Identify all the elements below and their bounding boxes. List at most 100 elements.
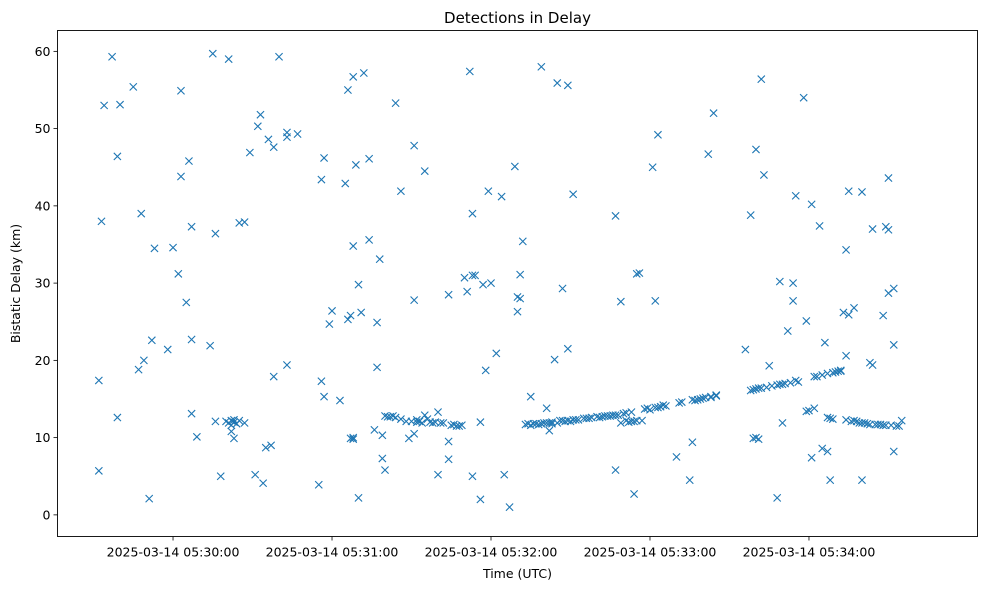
data-point: [879, 421, 888, 430]
data-point: [897, 416, 906, 425]
data-point: [616, 418, 625, 427]
data-point: [349, 433, 358, 442]
data-point: [516, 294, 525, 303]
data-point: [802, 316, 811, 325]
data-point: [375, 255, 384, 264]
data-point: [860, 418, 869, 427]
data-point: [479, 280, 488, 289]
data-point: [328, 306, 337, 315]
data-point: [513, 293, 522, 302]
data-point: [826, 476, 835, 485]
data-point: [850, 303, 859, 312]
data-point: [139, 356, 148, 365]
data-point: [807, 200, 816, 209]
data-point: [357, 308, 366, 317]
data-point: [282, 133, 291, 142]
data-point: [108, 52, 117, 61]
data-point: [373, 318, 382, 327]
data-point: [863, 419, 872, 428]
data-point: [789, 296, 798, 305]
data-point: [418, 418, 427, 427]
data-point: [563, 344, 572, 353]
data-point: [378, 431, 387, 440]
data-point: [826, 414, 835, 423]
data-point: [757, 75, 766, 84]
data-point: [253, 122, 262, 131]
data-point: [184, 157, 193, 166]
data-point: [653, 403, 662, 412]
data-point: [492, 349, 501, 358]
data-point: [354, 280, 363, 289]
data-point: [802, 407, 811, 416]
y-tick-label: 0: [43, 507, 51, 522]
data-point: [659, 401, 668, 410]
data-point: [834, 367, 843, 376]
data-point: [804, 406, 813, 415]
x-tick-label: 2025-03-14 05:30:00: [107, 545, 240, 560]
data-point: [786, 378, 795, 387]
x-tick-label: 2025-03-14 05:32:00: [425, 545, 558, 560]
data-point: [505, 503, 514, 512]
data-point: [611, 466, 620, 475]
y-tick-label: 60: [35, 44, 51, 59]
data-point: [632, 269, 641, 278]
data-point: [370, 425, 379, 434]
data-point: [434, 470, 442, 479]
data-point: [630, 417, 639, 426]
data-point: [227, 427, 236, 436]
data-point: [630, 490, 639, 498]
data-point: [373, 363, 382, 372]
data-point: [365, 154, 374, 163]
data-point: [627, 408, 636, 417]
data-point: [706, 393, 715, 402]
data-point: [857, 187, 866, 196]
data-point: [256, 110, 265, 119]
data-point: [455, 422, 464, 431]
data-point: [113, 413, 122, 422]
data-point: [789, 279, 798, 288]
data-point: [206, 341, 215, 350]
data-point: [553, 79, 562, 88]
data-point: [235, 416, 244, 425]
data-point: [468, 271, 477, 280]
data-point: [558, 284, 567, 293]
data-point: [823, 447, 832, 456]
data-point: [251, 470, 260, 479]
data-point: [444, 290, 453, 299]
data-point: [381, 466, 390, 475]
data-point: [497, 192, 506, 201]
data-point: [741, 345, 750, 354]
data-point: [240, 218, 249, 227]
data-point: [550, 355, 559, 364]
data-point: [343, 85, 352, 94]
data-point: [282, 361, 291, 369]
data-point: [857, 476, 866, 485]
data-point: [537, 62, 546, 71]
data-point: [484, 187, 493, 196]
data-point: [571, 415, 580, 424]
data-point: [773, 493, 782, 502]
data-point: [534, 420, 543, 429]
data-point: [100, 101, 109, 110]
data-point: [778, 380, 787, 389]
data-point: [471, 271, 480, 280]
data-point: [410, 296, 419, 305]
data-point: [635, 269, 644, 278]
data-point: [844, 187, 853, 196]
data-point: [783, 327, 792, 335]
x-tick-label: 2025-03-14 05:31:00: [266, 545, 399, 560]
plot-frame: [57, 30, 978, 537]
data-point: [675, 398, 684, 407]
y-tick-label: 40: [35, 198, 51, 213]
data-point: [94, 466, 103, 475]
data-point: [420, 411, 429, 420]
data-point: [884, 225, 893, 234]
x-axis-label: Time (UTC): [482, 566, 552, 581]
data-point: [751, 145, 760, 154]
data-point: [611, 211, 620, 220]
data-point: [341, 179, 350, 188]
data-point: [261, 443, 270, 452]
y-tick-label: 10: [35, 430, 51, 445]
data-point: [113, 152, 122, 161]
